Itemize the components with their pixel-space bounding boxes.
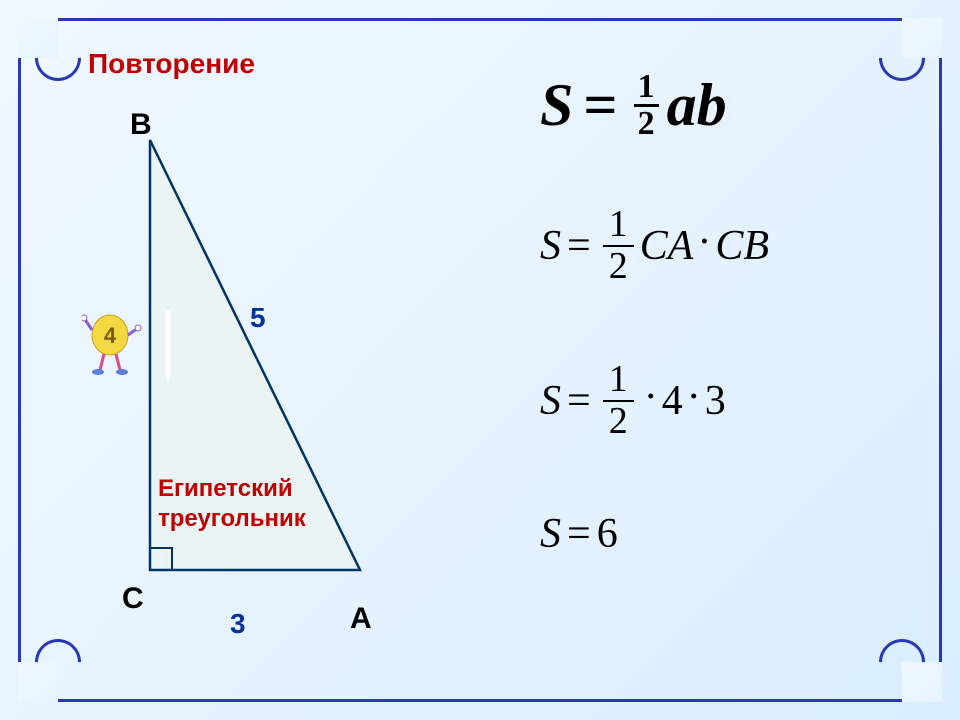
corner-bl: [18, 662, 58, 702]
formula-num: 1: [634, 70, 659, 107]
formula-ab: ab: [667, 71, 727, 140]
caption-line2: треугольник: [158, 505, 306, 532]
formula-fraction: 1 2: [634, 70, 659, 141]
corner-tl: [18, 18, 58, 58]
eq2-dot1: ·: [644, 373, 658, 421]
corner-br: [902, 662, 942, 702]
vertex-b: B: [130, 108, 152, 142]
eq3-v: 6: [597, 510, 618, 558]
eq2-den: 2: [603, 402, 634, 442]
eq1-frac: 1 2: [603, 205, 634, 287]
eq3-eq: =: [567, 510, 591, 558]
eq1-dot: ·: [697, 218, 711, 266]
equation-1: S = 1 2 CA · CB: [540, 205, 769, 287]
eq1-cb: CB: [715, 222, 769, 270]
eq2-frac: 1 2: [603, 360, 634, 442]
triangle-caption: Египетский треугольник: [158, 474, 306, 534]
formula-area: S = 1 2 ab: [540, 70, 727, 141]
side-base: 3: [230, 608, 246, 640]
eq2-num: 1: [603, 360, 634, 402]
eq1-eq: =: [567, 222, 591, 270]
character-icon: 4: [82, 310, 142, 380]
side-hypotenuse: 5: [250, 302, 266, 334]
vertex-c: C: [122, 582, 144, 616]
eq1-num: 1: [603, 205, 634, 247]
equation-3: S = 6: [540, 510, 618, 558]
eq2-v2: 3: [705, 377, 726, 425]
equation-2: S = 1 2 · 4 · 3: [540, 360, 726, 442]
svg-text:4: 4: [104, 323, 117, 348]
corner-tr: [902, 18, 942, 58]
caption-line1: Египетский: [158, 475, 293, 502]
eq2-eq: =: [567, 377, 591, 425]
formula-s: S: [540, 71, 573, 140]
formula-eq: =: [583, 71, 617, 140]
eq2-s: S: [540, 377, 561, 425]
page-title: Повторение: [88, 48, 255, 80]
eq1-ca: CA: [640, 222, 694, 270]
eq2-dot2: ·: [687, 373, 701, 421]
eq3-s: S: [540, 510, 561, 558]
eq1-den: 2: [603, 247, 634, 287]
vertex-a: A: [350, 602, 372, 636]
eq1-s: S: [540, 222, 561, 270]
eq2-v1: 4: [662, 377, 683, 425]
formula-den: 2: [634, 107, 659, 141]
